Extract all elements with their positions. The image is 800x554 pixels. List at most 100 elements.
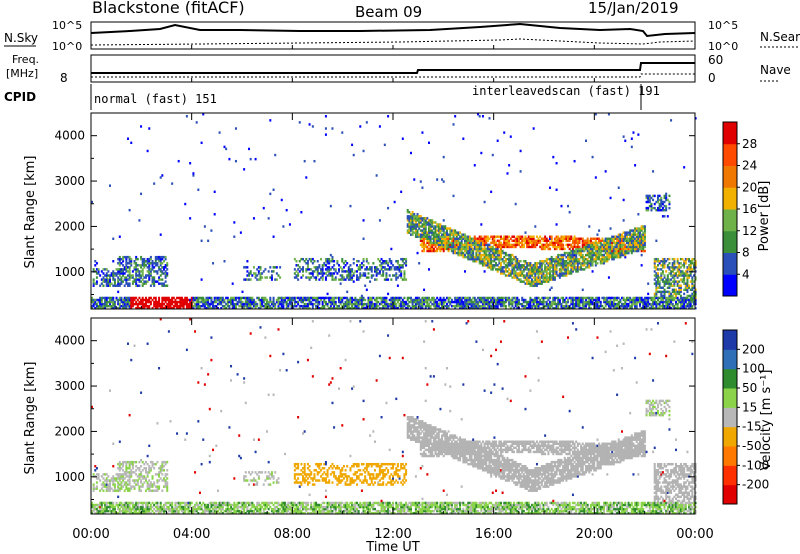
range-cell xyxy=(661,304,664,308)
range-cell xyxy=(213,300,216,304)
range-cell xyxy=(436,249,439,253)
range-cell xyxy=(406,231,409,234)
range-cell xyxy=(125,302,128,306)
colorbar-tick-label: 20 xyxy=(742,180,757,194)
range-cell xyxy=(679,274,682,277)
range-cell xyxy=(483,251,486,255)
range-cell xyxy=(624,304,627,308)
range-cell xyxy=(529,300,532,304)
range-cell xyxy=(308,306,311,310)
range-cell xyxy=(468,239,471,243)
range-cell xyxy=(125,278,128,281)
range-cell xyxy=(501,243,504,247)
range-cell xyxy=(599,302,602,306)
range-cell xyxy=(562,237,565,240)
range-cell xyxy=(455,304,458,308)
range-cell xyxy=(478,304,481,308)
range-cell xyxy=(565,268,568,271)
range-cell xyxy=(362,306,365,310)
range-cell xyxy=(614,251,617,255)
range-cell xyxy=(393,274,396,277)
range-cell xyxy=(562,272,565,275)
range-cell xyxy=(416,219,419,222)
range-cell xyxy=(522,266,525,269)
range-cell xyxy=(488,243,491,247)
range-cell xyxy=(694,292,697,296)
range-cell xyxy=(243,266,246,269)
range-cell xyxy=(135,272,138,275)
range-cell xyxy=(92,483,95,486)
range-cell xyxy=(231,306,234,310)
range-cell xyxy=(550,302,553,306)
range-cell xyxy=(136,302,139,306)
range-cell xyxy=(455,239,458,243)
range-cell xyxy=(470,237,473,240)
range-cell xyxy=(679,286,682,289)
range-cell xyxy=(442,235,445,238)
range-cell xyxy=(297,296,300,300)
range-cell xyxy=(666,257,669,261)
range-cell xyxy=(642,235,645,238)
range-cell xyxy=(441,245,444,249)
range-cell xyxy=(596,300,599,304)
range-cell xyxy=(472,302,475,306)
range-cell xyxy=(532,235,535,238)
range-cell xyxy=(576,270,579,273)
range-cell xyxy=(661,278,664,281)
range-cell xyxy=(544,276,547,279)
range-cell xyxy=(164,284,167,287)
range-cell xyxy=(120,262,123,265)
range-cell xyxy=(468,298,471,302)
range-cell xyxy=(689,266,692,269)
range-cell xyxy=(452,229,455,232)
range-cell xyxy=(534,300,537,304)
range-cell xyxy=(91,509,93,513)
range-cell xyxy=(496,245,499,249)
range-cell xyxy=(524,260,527,263)
range-cell xyxy=(445,245,448,249)
range-cell xyxy=(341,131,344,134)
range-cell xyxy=(421,239,424,243)
range-cell xyxy=(660,276,663,279)
range-cell xyxy=(575,257,578,261)
range-cell xyxy=(619,253,622,257)
range-cell xyxy=(411,227,414,230)
range-cell xyxy=(529,280,532,283)
range-cell xyxy=(102,483,105,486)
range-cell xyxy=(477,296,480,300)
range-cell xyxy=(122,270,125,273)
range-cell xyxy=(149,268,152,271)
range-cell xyxy=(496,264,499,267)
range-cell xyxy=(383,304,386,308)
range-cell xyxy=(158,260,161,263)
range-cell xyxy=(495,257,498,261)
range-cell xyxy=(118,282,121,285)
range-cell xyxy=(411,215,414,218)
range-cell xyxy=(639,231,642,234)
range-cell xyxy=(634,243,637,247)
range-cell xyxy=(434,235,437,238)
range-cell xyxy=(488,249,491,253)
range-cell xyxy=(653,298,656,302)
freq-frame xyxy=(90,54,696,83)
range-cell xyxy=(478,115,481,118)
range-cell xyxy=(383,278,386,281)
range-cell xyxy=(514,276,517,279)
range-cell xyxy=(427,304,430,308)
range-cell xyxy=(621,233,624,236)
range-cell xyxy=(213,306,216,310)
range-cell xyxy=(395,276,398,279)
range-cell xyxy=(552,260,555,263)
range-cell xyxy=(226,304,229,308)
range-cell xyxy=(611,245,614,249)
range-cell xyxy=(539,280,542,283)
range-cell xyxy=(480,298,483,302)
range-cell xyxy=(655,294,658,298)
range-cell xyxy=(514,262,517,265)
range-cell xyxy=(159,233,162,236)
range-cell xyxy=(467,300,470,304)
range-cell xyxy=(125,270,128,273)
range-cell xyxy=(302,266,305,269)
range-cell xyxy=(177,306,180,310)
range-cell xyxy=(267,300,270,304)
